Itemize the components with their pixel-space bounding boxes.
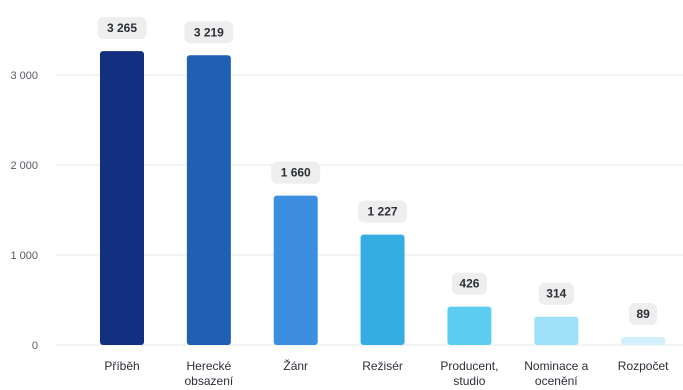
data-label-background [271,161,321,184]
bar [100,51,144,346]
y-axis-ticks: 0 1 000 2 000 3 000 [10,70,38,352]
category-label: Rozpočet [618,359,669,373]
data-labels: 3 265 3 219 1 660 1 227 426 314 89 [97,17,658,325]
category-label: Producent, studio [440,359,498,388]
bar [273,195,318,345]
data-label-background [629,302,658,325]
category-label: Nominace a ocenění [524,359,588,388]
data-label-background [358,200,408,223]
bar [534,316,579,345]
bars [100,51,666,346]
bar [621,336,666,345]
data-label: 314 [546,287,566,301]
y-tick-label: 3 000 [10,70,38,82]
data-label: 89 [636,307,650,321]
bar [186,55,231,345]
data-label-background [184,21,234,44]
category-label: Žánr [283,358,308,373]
category-label: Herecké obsazení [185,359,234,388]
data-label-background [451,272,487,295]
category-label: Režisér [362,359,403,373]
category-labels: Příběh Herecké obsazení Žánr Režisér Producen… [104,358,669,388]
y-tick-label: 1 000 [10,250,38,262]
data-label-background [97,17,147,40]
bar [360,234,405,345]
data-label: 426 [459,277,479,291]
data-label: 1 660 [281,166,311,180]
data-label: 3 265 [107,21,137,35]
category-label: Příběh [104,359,139,373]
data-label-background [538,282,574,305]
y-tick-label: 2 000 [10,160,38,172]
data-label: 1 227 [368,205,398,219]
bar [447,306,492,345]
y-tick-label: 0 [32,340,38,352]
data-label: 3 219 [194,25,224,39]
